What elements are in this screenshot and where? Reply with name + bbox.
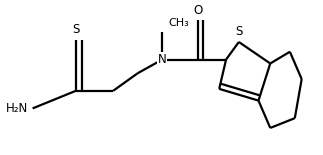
Text: S: S (235, 25, 243, 38)
Text: N: N (158, 53, 167, 66)
Text: O: O (193, 4, 202, 17)
Text: H₂N: H₂N (5, 102, 28, 115)
Text: S: S (72, 23, 79, 36)
Text: CH₃: CH₃ (168, 18, 189, 28)
